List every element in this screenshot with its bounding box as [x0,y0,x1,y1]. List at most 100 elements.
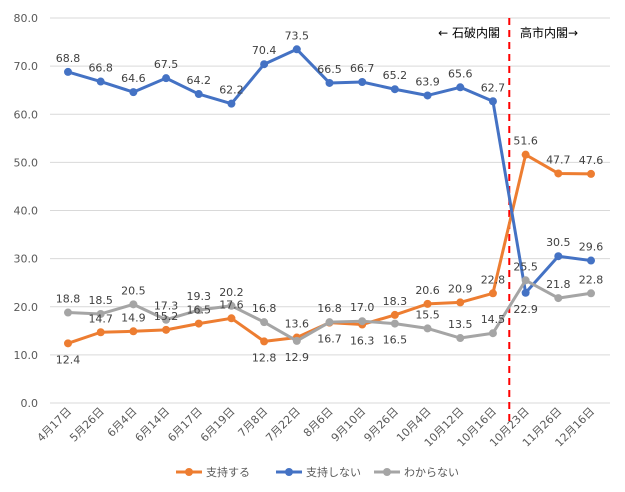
data-point [358,317,367,326]
data-point [554,169,563,178]
data-label: 17.0 [350,301,375,314]
data-point [64,67,72,76]
data-point [260,60,269,69]
data-label: 21.8 [546,278,571,291]
data-point [194,90,203,99]
data-point [227,99,236,108]
data-point [292,45,301,54]
data-label: 73.5 [285,29,310,42]
data-label: 64.2 [187,74,212,87]
data-point [390,85,399,94]
data-label: 16.3 [350,335,375,348]
data-label: 30.5 [546,236,571,249]
data-point [162,74,171,83]
data-label: 47.6 [579,154,604,167]
data-label: 16.8 [317,302,342,315]
data-point [423,91,432,100]
data-label: 47.7 [546,153,571,166]
data-label: 68.8 [56,52,81,65]
data-label: 20.9 [448,282,473,295]
data-label: 65.2 [383,69,408,82]
data-label: 22.9 [513,303,538,316]
annotation-takaichi-cabinet: 高市内閣→ [520,25,578,40]
data-label: 12.4 [56,353,81,366]
x-tick-label: 4月17日 [35,405,75,445]
data-label: 19.3 [187,290,212,303]
data-point [521,150,530,159]
data-label: 67.5 [154,58,179,71]
data-point [488,97,497,106]
data-label: 16.5 [187,304,212,317]
data-label: 13.6 [285,318,310,331]
data-point [554,294,563,303]
y-tick-label: 80.0 [14,12,39,25]
data-point [587,256,595,265]
data-label: 12.9 [285,351,310,364]
data-label: 25.5 [513,260,538,273]
x-tick-label: 9月10日 [329,405,369,445]
data-point [64,339,72,348]
data-point [456,298,465,307]
data-point [521,276,530,285]
y-tick-label: 0.0 [21,397,39,410]
data-label: 20.2 [219,286,244,299]
data-point [456,334,465,343]
data-point [456,83,465,92]
data-point [227,314,236,323]
data-label: 16.7 [317,333,342,346]
x-tick-label: 9月26日 [361,405,401,445]
legend-marker [383,468,391,476]
data-point [423,299,432,308]
legend-marker [185,468,193,476]
data-label: 17.3 [154,300,179,313]
data-label: 13.5 [448,318,473,331]
x-tick-label: 6月14日 [133,405,173,445]
data-point [260,337,269,346]
data-point [162,325,171,334]
data-point [96,328,105,337]
data-label: 64.6 [121,72,146,85]
data-label: 51.6 [513,135,538,148]
data-label: 66.5 [317,63,342,76]
y-tick-label: 50.0 [14,156,39,169]
data-label: 14.7 [88,312,113,325]
data-point [96,77,105,86]
data-point [260,318,269,327]
y-tick-label: 60.0 [14,108,39,121]
data-point [358,78,367,87]
data-label: 12.8 [252,351,277,364]
data-label: 14.9 [121,311,146,324]
data-label: 66.8 [88,62,113,75]
data-point [554,252,563,261]
data-point [488,329,497,338]
data-label: 14.5 [481,313,506,326]
data-point [390,319,399,328]
data-point [129,88,138,97]
data-label: 63.9 [415,75,440,88]
y-tick-label: 70.0 [14,60,39,73]
data-point [162,315,171,324]
x-tick-label: 5月26日 [67,405,107,445]
data-point [325,318,334,327]
legend: 支持する 支持しない わからない [176,465,459,479]
legend-label: わからない [404,466,459,479]
data-point [194,319,203,328]
data-point [587,289,595,298]
data-point [292,336,301,345]
data-point [194,306,203,315]
data-point [488,289,497,298]
data-point [521,288,530,297]
data-label: 29.6 [579,241,604,254]
data-label: 70.4 [252,44,277,57]
data-label: 18.8 [56,293,81,306]
y-tick-label: 40.0 [14,205,39,218]
data-point [64,308,72,317]
data-label: 65.6 [448,67,473,80]
data-label: 22.8 [579,273,604,286]
y-tick-label: 20.0 [14,301,39,314]
y-tick-label: 30.0 [14,253,39,266]
data-label: 16.8 [252,302,277,315]
data-label: 18.3 [383,295,408,308]
legend-label: 支持しない [306,465,361,479]
